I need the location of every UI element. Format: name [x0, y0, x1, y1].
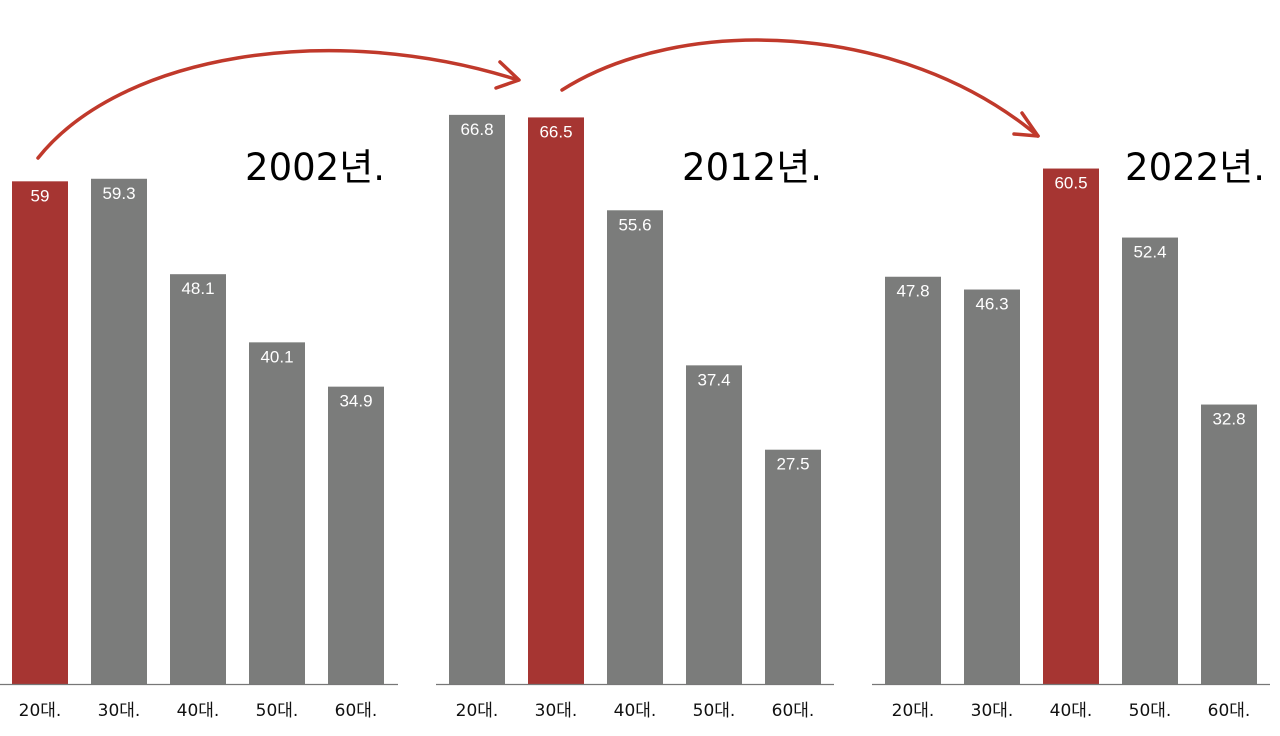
trend-arrows — [36, 38, 1040, 160]
category-label: 60대. — [1208, 701, 1251, 721]
bar-value-label: 52.4 — [1133, 243, 1166, 262]
category-label: 30대. — [535, 701, 578, 721]
bar — [170, 274, 226, 684]
chart-panel-0: 2002년. 59 20대. 59.3 30대. 48.1 40대. 40.1 50대. 34.9… — [0, 146, 398, 721]
bar — [964, 289, 1020, 684]
chart-panel-2: 2022년. 47.8 20대. 46.3 30대. 60.5 40대. 52.4 50대. 32… — [872, 146, 1270, 721]
category-label: 30대. — [971, 701, 1014, 721]
category-label: 20대. — [456, 701, 499, 721]
arrow-2002-to-2012 — [36, 48, 520, 160]
bar — [885, 276, 941, 684]
category-label: 50대. — [256, 701, 299, 721]
bar — [528, 117, 584, 685]
bar-value-label: 47.8 — [896, 282, 929, 301]
bar-value-label: 66.8 — [460, 120, 493, 139]
bar — [328, 386, 384, 684]
bar-value-label: 55.6 — [618, 215, 651, 234]
bar — [449, 114, 505, 684]
bar-value-label: 59.3 — [102, 184, 135, 203]
bar-value-label: 37.4 — [697, 370, 730, 389]
chart-panel-1: 2012년. 66.8 20대. 66.5 30대. 55.6 40대. 37.4 50대. 27… — [436, 114, 834, 721]
bar-value-label: 59 — [31, 186, 50, 205]
chart-panels: 2002년. 59 20대. 59.3 30대. 48.1 40대. 40.1 50대. 34.9… — [0, 114, 1270, 721]
arrow-head-2002-to-2012 — [494, 60, 521, 90]
bar-value-label: 27.5 — [776, 455, 809, 474]
bar — [1201, 404, 1257, 684]
category-label: 40대. — [177, 701, 220, 721]
category-label: 60대. — [335, 701, 378, 721]
bar-value-label: 40.1 — [260, 347, 293, 366]
bar — [686, 365, 742, 684]
year-title: 2022년. — [1125, 146, 1265, 189]
category-label: 20대. — [892, 701, 935, 721]
bar — [91, 178, 147, 684]
bar — [607, 210, 663, 684]
bar — [765, 449, 821, 684]
category-label: 50대. — [1129, 701, 1172, 721]
bar-value-label: 48.1 — [181, 279, 214, 298]
arrow-2012-to-2022 — [560, 38, 1040, 138]
arrow-head-2012-to-2022 — [1012, 111, 1040, 138]
year-title: 2012년. — [682, 146, 822, 189]
bar-value-label: 32.8 — [1212, 410, 1245, 429]
year-title: 2002년. — [245, 146, 385, 189]
category-label: 30대. — [98, 701, 141, 721]
category-label: 20대. — [19, 701, 62, 721]
category-label: 50대. — [693, 701, 736, 721]
bar-value-label: 60.5 — [1054, 174, 1087, 193]
category-label: 60대. — [772, 701, 815, 721]
bar — [249, 342, 305, 684]
bar-value-label: 46.3 — [975, 295, 1008, 314]
category-label: 40대. — [1050, 701, 1093, 721]
bar — [12, 181, 68, 684]
bar-value-label: 66.5 — [539, 122, 572, 141]
category-label: 40대. — [614, 701, 657, 721]
bar-value-label: 34.9 — [339, 392, 372, 411]
bar — [1043, 168, 1099, 685]
bar — [1122, 237, 1178, 684]
